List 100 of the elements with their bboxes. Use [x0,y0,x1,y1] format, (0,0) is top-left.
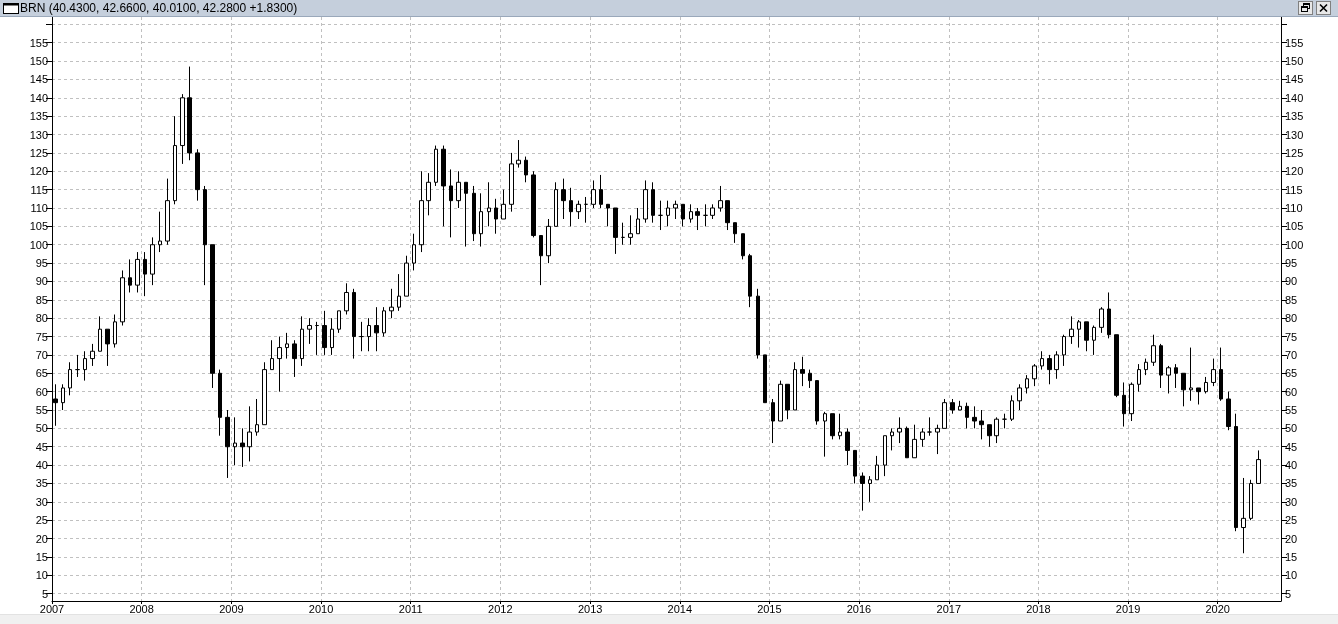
candlestick [613,207,618,255]
candlestick [673,200,678,220]
candlestick [195,148,200,202]
candlestick [695,207,700,231]
y-tick-label: 70 [35,348,48,361]
y2-tick-label: 95 [1285,257,1298,270]
x-tick-label: 2009 [219,602,244,615]
candlestick [883,435,887,477]
y2-tick-label: 30 [1285,495,1298,508]
candlestick [771,398,775,444]
candlestick [225,409,230,479]
candlestick [90,343,95,367]
candlestick [68,361,72,396]
y2-tick-label: 140 [1285,91,1304,104]
x-tick-label: 2014 [667,602,692,615]
candlestick [636,207,640,235]
y-tick-label: 20 [35,532,48,545]
candlestick [315,321,319,356]
candlestick [150,236,155,286]
chart-title: BRN (40.4300, 42.6600, 40.0100, 42.2800 +1.8300) [20,1,298,15]
y-tick-label: 25 [35,514,48,527]
candlestick [120,269,125,327]
candlestick [1069,315,1074,345]
candlestick [255,398,259,437]
y2-tick-label: 120 [1285,165,1304,178]
candlestick [785,383,790,420]
candlestick [681,203,685,227]
candlestick [987,424,992,448]
candlestick [1010,394,1014,422]
candlestick [741,233,745,260]
candlestick [1122,381,1126,428]
candlestick [434,145,438,187]
candlestick [367,317,371,352]
candlestick [1234,413,1238,532]
candlestick [1129,381,1134,422]
candlestick [412,233,416,271]
candlestick [337,310,341,334]
candlestick [98,315,102,352]
x-tick-label: 2012 [488,602,513,615]
candlestick [800,356,805,387]
y-tick-label: 35 [35,477,48,490]
y-tick-label: 80 [35,312,48,325]
y2-tick-label: 130 [1285,128,1304,141]
candlestick [352,288,356,360]
candlestick [584,196,588,224]
y-tick-label: 150 [29,55,48,68]
x-tick-label: 2013 [577,602,603,615]
candlestick [441,145,446,227]
candlestick [307,317,312,345]
candlestick [927,416,932,437]
x-tick-label: 2017 [936,602,962,615]
y-tick-label: 45 [35,440,48,453]
y2-tick-label: 145 [1285,73,1304,86]
y2-tick-label: 35 [1285,477,1298,490]
y-tick-label: 85 [35,293,48,306]
candlestick [187,66,192,161]
candlestick [240,427,245,468]
candlestick [1032,363,1037,387]
candlestick [397,273,401,312]
y2-tick-label: 55 [1285,404,1298,417]
candlestick [330,317,334,356]
candlestick [897,416,902,444]
x-tick-label: 2015 [757,602,782,615]
candlestick [404,255,409,297]
y-tick-label: 90 [35,275,48,288]
y2-tick-label: 40 [1285,459,1298,472]
y-tick-label: 40 [35,459,48,472]
candlestick [733,222,737,244]
candlestick [1047,354,1052,385]
candlestick [389,288,394,319]
candlestick [270,339,274,371]
candlestick [1062,334,1066,367]
candlestick [1077,319,1081,349]
candlestick [1241,477,1246,554]
x-tick-label: 2008 [129,602,154,615]
candlestick [606,203,610,227]
candlestick [1181,372,1186,407]
candlestick [128,258,132,293]
candlestick [277,336,282,393]
candlestick [143,251,147,297]
candlestick [838,413,842,440]
candlestick [860,471,865,512]
candlestick [875,455,879,481]
y2-tick-label: 80 [1285,312,1298,325]
y2-tick-label: 50 [1285,422,1298,435]
y2-tick-label: 100 [1285,238,1304,251]
candlestick [599,174,603,209]
candlestick [247,405,252,462]
candlestick [158,211,162,253]
candlestick [75,354,80,378]
y-tick-label: 60 [35,385,48,398]
candlestick [1159,343,1163,389]
candlestick [113,314,117,349]
candlestick [748,253,752,308]
candlestick [994,416,999,444]
candlestick [1196,387,1201,405]
candlestick [1151,334,1156,367]
candlestick [912,424,917,459]
candlestick [763,354,767,404]
candlestick [830,413,835,440]
